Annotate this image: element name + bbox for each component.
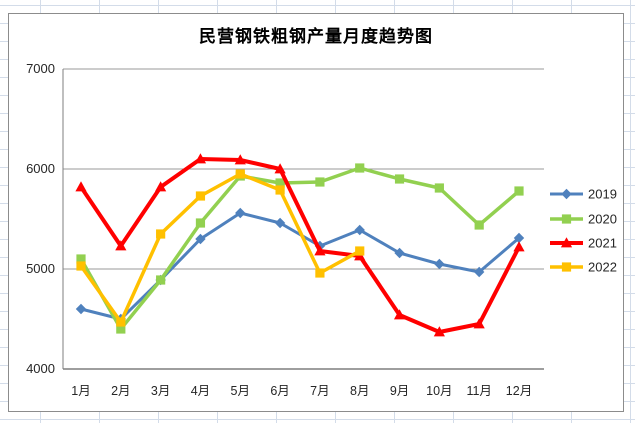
legend-marker-icon-2020: [561, 214, 572, 224]
chart[interactable]: 民营钢铁粗钢产量月度趋势图 7000 6000 5000 4000 1月 2月 3月 4月 5月…: [8, 13, 624, 412]
series-marker-2019: [394, 247, 405, 259]
x-axis-tick-label: 2月: [111, 384, 130, 398]
series-marker-2022: [76, 261, 86, 271]
series-marker-2019: [195, 233, 206, 245]
series-marker-2022: [235, 169, 245, 179]
series-marker-2021: [274, 163, 286, 174]
series-marker-2020: [474, 220, 484, 230]
legend-label-2022: 2022: [588, 260, 617, 275]
y-axis-tick-label: 7000: [26, 61, 55, 76]
y-axis-tick-label: 4000: [26, 361, 55, 376]
series-marker-2020: [315, 177, 325, 187]
legend-label-2021: 2021: [588, 236, 617, 251]
series-marker-2022: [195, 191, 206, 201]
y-axis-tick-label: 5000: [26, 261, 55, 276]
legend-entry-2021[interactable]: 2021: [550, 236, 617, 251]
series-marker-2020: [355, 163, 365, 173]
series-marker-2022: [315, 268, 325, 278]
series-marker-2021: [314, 245, 326, 256]
series-marker-2021: [194, 153, 207, 164]
legend-entry-2019[interactable]: 2019: [550, 187, 617, 202]
series-marker-2021: [433, 326, 445, 337]
series-marker-2021: [115, 240, 127, 251]
y-axis-tick-label: 6000: [26, 161, 55, 176]
series-marker-2022: [156, 229, 166, 239]
x-axis-tick-label: 9月: [390, 384, 409, 398]
series-marker-2021: [75, 181, 87, 192]
series-line-2022: [79, 172, 362, 324]
series-marker-2022: [275, 185, 285, 195]
x-axis-tick-label: 12月: [506, 384, 532, 398]
x-axis-tick-label: 5月: [231, 384, 250, 398]
series-marker-2020: [116, 324, 126, 334]
legend-label-2020: 2020: [588, 212, 617, 227]
series-marker-2020: [275, 178, 285, 188]
x-axis-tick-label: 4月: [191, 384, 210, 398]
legend-marker-icon-2019: [561, 188, 572, 200]
x-axis-tick-label: 8月: [350, 384, 369, 398]
plot-svg: 7000 6000 5000 4000 1月 2月 3月 4月 5月 6月 7月 8月 9月 10月 11月…: [26, 61, 617, 398]
series-marker-2021: [513, 241, 525, 252]
x-axis-tick-label: 6月: [270, 384, 289, 398]
series-marker-2020: [394, 174, 405, 184]
x-axis-tick-label: 10月: [426, 384, 452, 398]
series-marker-2022: [116, 317, 126, 327]
series-marker-2019: [513, 232, 525, 244]
legend-entry-2022[interactable]: 2022: [550, 260, 617, 275]
x-axis-tick-label: 11月: [466, 384, 491, 398]
x-axis-tick-label: 7月: [310, 384, 329, 398]
series-marker-2020: [514, 186, 524, 196]
series-marker-2020: [76, 254, 86, 264]
series-marker-2022: [355, 246, 365, 256]
series-marker-2020: [156, 275, 166, 285]
series-marker-2020: [434, 183, 444, 193]
series-marker-2019: [274, 217, 286, 229]
x-axis-tick-label: 3月: [151, 384, 170, 398]
legend-label-2019: 2019: [588, 187, 617, 202]
legend-entry-2020[interactable]: 2020: [550, 212, 617, 227]
series-marker-2019: [235, 207, 246, 219]
series-line-2020: [79, 166, 521, 331]
series-marker-2019: [434, 258, 445, 270]
series-marker-2019: [473, 266, 485, 278]
x-axis-tick-label: 1月: [71, 384, 90, 398]
series-marker-2021: [393, 309, 406, 320]
series-line-2021: [79, 157, 521, 334]
series-marker-2020: [195, 218, 206, 228]
legend-marker-icon-2022: [561, 262, 572, 272]
series-marker-2019: [354, 224, 365, 236]
legend-marker-icon-2021: [560, 237, 573, 248]
series-marker-2021: [473, 318, 485, 329]
series-marker-2021: [234, 154, 246, 165]
chart-title: 民营钢铁粗钢产量月度趋势图: [199, 27, 433, 46]
series-marker-2019: [75, 303, 87, 315]
series-marker-2021: [155, 181, 167, 192]
